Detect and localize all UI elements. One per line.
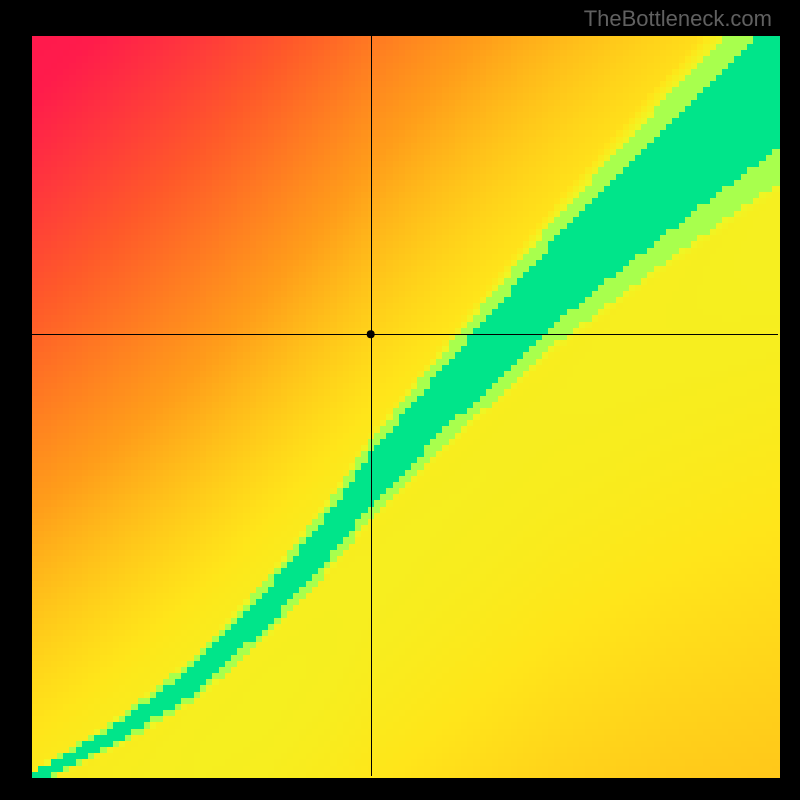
watermark-text: TheBottleneck.com [584, 6, 772, 32]
stage: TheBottleneck.com [0, 0, 800, 800]
heatmap-canvas [0, 0, 800, 800]
